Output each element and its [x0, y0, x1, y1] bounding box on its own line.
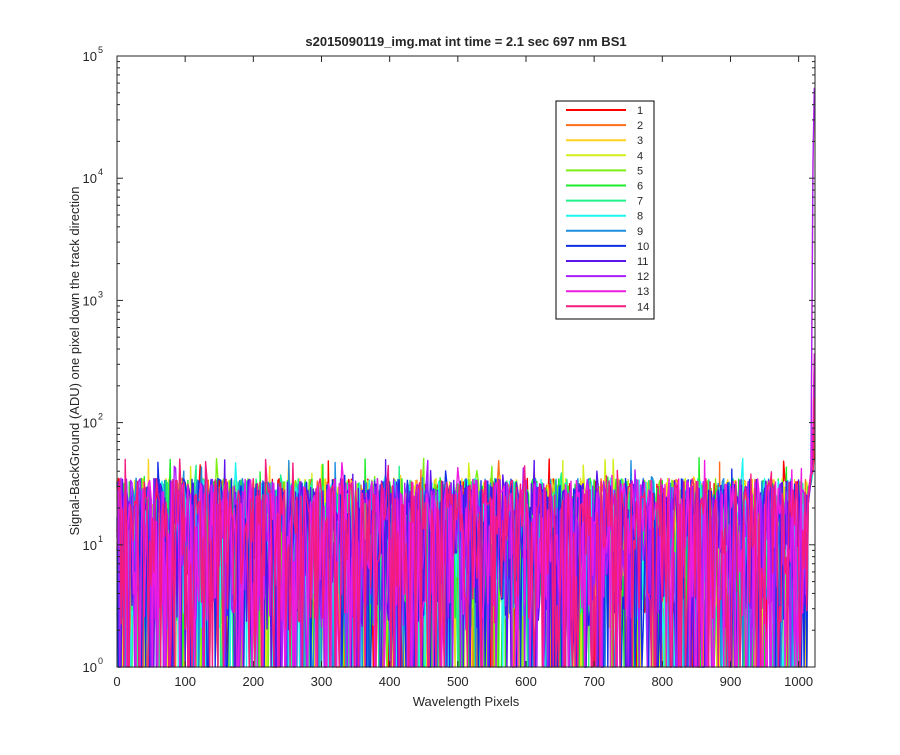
legend-label: 13 — [637, 286, 649, 298]
axes-box — [116, 55, 816, 668]
legend-label: 1 — [637, 105, 643, 117]
x-axis-label: Wavelength Pixels — [413, 694, 520, 709]
x-tick-label: 200 — [242, 674, 264, 689]
legend-label: 12 — [637, 271, 649, 283]
legend-label: 8 — [637, 211, 643, 223]
legend-label: 11 — [637, 256, 648, 268]
legend-label: 4 — [637, 150, 643, 162]
y-tick-exponent: 0 — [98, 656, 103, 666]
y-tick-label: 10 — [83, 416, 97, 431]
x-tick-label: 300 — [311, 674, 333, 689]
legend-label: 5 — [637, 165, 643, 177]
y-tick-label: 10 — [83, 171, 97, 186]
legend-label: 3 — [637, 135, 643, 147]
x-tick-label: 800 — [651, 674, 673, 689]
x-tick-label: 100 — [174, 674, 196, 689]
x-ticks: 0 100 200 300 400 500 600 700 800 900 1000 — [113, 56, 813, 689]
x-tick-label: 0 — [113, 674, 120, 689]
legend-label: 10 — [637, 241, 649, 253]
x-tick-label: 500 — [447, 674, 469, 689]
plot-lines — [116, 87, 815, 668]
x-tick-label: 1000 — [784, 674, 813, 689]
y-tick-exponent: 5 — [98, 45, 103, 55]
x-tick-label: 600 — [515, 674, 537, 689]
y-axis-label: Signal-BackGround (ADU) one pixel down t… — [67, 186, 82, 535]
x-tick-label: 900 — [720, 674, 742, 689]
legend-label: 7 — [637, 196, 643, 208]
x-tick-label: 700 — [583, 674, 605, 689]
y-tick-exponent: 1 — [98, 534, 103, 544]
chart-title: s2015090119_img.mat int time = 2.1 sec 6… — [305, 34, 626, 49]
series-line-14 — [117, 397, 815, 668]
legend-label: 14 — [637, 301, 649, 313]
legend-label: 9 — [637, 226, 643, 238]
y-tick-exponent: 2 — [98, 412, 103, 422]
y-tick-label: 10 — [83, 538, 97, 553]
y-tick-label: 10 — [83, 293, 97, 308]
x-tick-label: 400 — [379, 674, 401, 689]
legend-label: 2 — [637, 120, 643, 132]
y-tick-label: 10 — [83, 660, 97, 675]
y-tick-label: 10 — [83, 49, 97, 64]
y-tick-exponent: 3 — [98, 289, 103, 299]
legend-label: 6 — [637, 181, 643, 193]
y-tick-exponent: 4 — [98, 167, 103, 177]
legend-box — [555, 100, 655, 320]
